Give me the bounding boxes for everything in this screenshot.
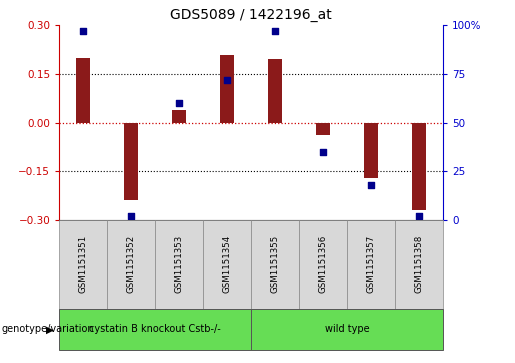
Bar [412,122,425,210]
Text: GSM1151358: GSM1151358 [415,235,423,293]
Point [367,182,375,188]
Bar [364,122,377,178]
Text: genotype/variation: genotype/variation [1,325,94,334]
Bar [268,60,282,122]
Bar [77,58,90,122]
Point [271,28,279,34]
Text: GSM1151357: GSM1151357 [367,235,375,293]
Point [79,28,88,34]
Text: GSM1151351: GSM1151351 [79,235,88,293]
Text: wild type: wild type [324,325,369,334]
Text: GSM1151353: GSM1151353 [175,235,184,293]
Bar [220,54,234,122]
Text: GSM1151356: GSM1151356 [318,235,328,293]
Bar [316,122,330,135]
Text: cystatin B knockout Cstb-/-: cystatin B knockout Cstb-/- [89,325,221,334]
Text: GSM1151352: GSM1151352 [127,235,135,293]
Text: GSM1151355: GSM1151355 [270,235,280,293]
Point [127,213,135,219]
Point [319,149,327,155]
Text: GSM1151354: GSM1151354 [222,235,232,293]
Text: ▶: ▶ [46,325,54,334]
Point [223,77,231,83]
Title: GDS5089 / 1422196_at: GDS5089 / 1422196_at [170,8,332,22]
Point [175,100,183,106]
Bar [173,110,186,122]
Bar [125,122,138,200]
Point [415,213,423,219]
